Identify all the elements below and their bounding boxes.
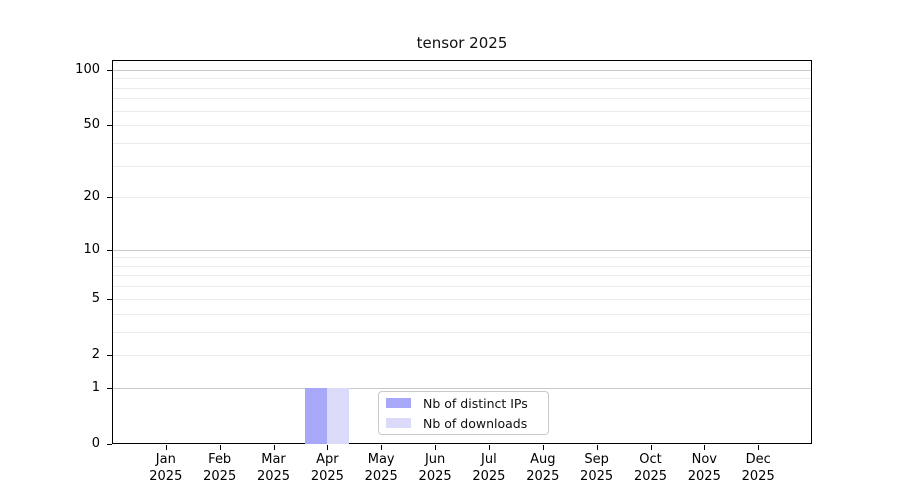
y-tick-label: 50 (83, 117, 100, 133)
x-tick-label: Mar 2025 (256, 452, 291, 484)
minor-gridline (113, 265, 811, 267)
plot-area (112, 60, 812, 444)
legend-swatch-downloads-icon (386, 418, 411, 428)
minor-gridline (113, 286, 811, 288)
y-tick-label: 5 (91, 290, 100, 306)
x-tick-label: Jan 2025 (149, 452, 183, 484)
y-tick-label: 10 (83, 241, 100, 257)
major-gridline (113, 125, 811, 127)
y-tick-label: 0 (91, 436, 100, 451)
x-tick-label: May 2025 (364, 452, 398, 484)
minor-gridline (113, 110, 811, 112)
x-tick-mark (542, 445, 544, 450)
legend-label-downloads: Nb of downloads (423, 415, 528, 431)
legend-item-downloads: Nb of downloads (386, 415, 540, 432)
minor-gridline (113, 78, 811, 80)
x-tick-mark (273, 445, 275, 450)
y-tick-mark (107, 298, 112, 300)
x-tick-label: Jun 2025 (418, 452, 452, 484)
x-tick-label: Nov 2025 (687, 452, 721, 484)
legend: Nb of distinct IPs Nb of downloads (378, 391, 549, 435)
x-tick-label: Sep 2025 (580, 452, 614, 484)
y-tick-mark (107, 444, 112, 445)
decade-gridline (113, 249, 811, 251)
x-tick-label: Dec 2025 (741, 452, 775, 484)
minor-gridline (113, 142, 811, 144)
minor-gridline (113, 313, 811, 315)
major-gridline (113, 197, 811, 199)
x-tick-mark (327, 445, 329, 450)
legend-item-distinct-ips: Nb of distinct IPs (386, 395, 540, 412)
decade-gridline (113, 69, 811, 71)
minor-gridline (113, 275, 811, 277)
major-gridline (113, 298, 811, 300)
minor-gridline (113, 87, 811, 89)
x-tick-mark (219, 445, 221, 450)
minor-gridline (113, 165, 811, 167)
legend-swatch-distinct-ips-icon (386, 398, 411, 408)
y-tick-mark (107, 197, 112, 199)
x-tick-mark (704, 445, 706, 450)
minor-gridline (113, 98, 811, 100)
x-tick-mark (435, 445, 437, 450)
x-tick-mark (165, 445, 167, 450)
y-tick-mark (107, 125, 112, 127)
y-tick-label: 1 (91, 379, 100, 395)
x-tick-mark (650, 445, 652, 450)
y-tick-label: 100 (75, 61, 100, 77)
x-tick-label: Feb 2025 (203, 452, 237, 484)
x-tick-mark (488, 445, 490, 450)
y-tick-label: 2 (91, 346, 100, 362)
y-tick-label: 20 (83, 189, 100, 205)
x-tick-label: Apr 2025 (310, 452, 344, 484)
x-tick-label: Oct 2025 (633, 452, 668, 484)
decade-gridline (113, 387, 811, 389)
minor-gridline (113, 257, 811, 259)
x-tick-label: Aug 2025 (526, 452, 560, 484)
y-tick-mark (107, 354, 112, 356)
x-tick-mark (596, 445, 598, 450)
y-tick-mark (107, 249, 112, 251)
bar-downloads (327, 387, 350, 444)
major-gridline (113, 354, 811, 356)
minor-gridline (113, 331, 811, 333)
chart-title: tensor 2025 (416, 34, 508, 52)
legend-label-distinct-ips: Nb of distinct IPs (423, 395, 528, 411)
y-tick-mark (107, 387, 112, 389)
bar-distinct-ips (305, 387, 328, 444)
x-tick-label: Jul 2025 (472, 452, 506, 484)
y-tick-mark (107, 69, 112, 71)
x-tick-mark (381, 445, 383, 450)
x-tick-mark (758, 445, 760, 450)
